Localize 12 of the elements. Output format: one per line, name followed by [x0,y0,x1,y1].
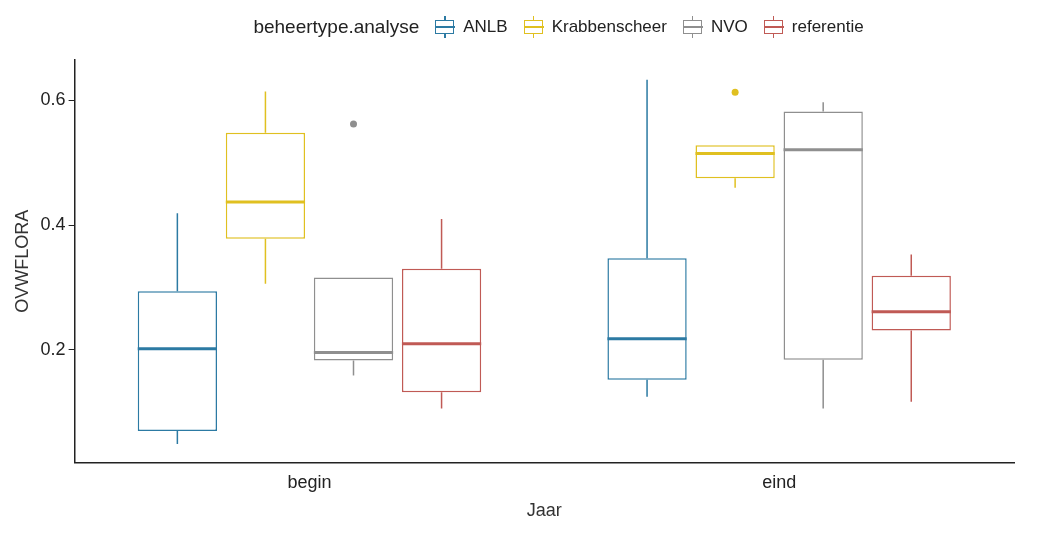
legend-label: ANLB [463,17,508,37]
legend-label: NVO [710,17,748,37]
legend-label: referentie [791,17,864,37]
y-tick-label: 0.4 [40,214,66,235]
y-axis-title: OVWFLORA [11,209,32,313]
x-tick-label: begin [287,471,332,492]
y-tick-label: 0.2 [40,338,66,359]
x-axis-title: Jaar [526,500,562,521]
legend-title: beheertype.analyse [253,16,420,38]
y-tick-label: 0.6 [40,89,66,110]
legend-label: Krabbenscheer [551,17,667,37]
x-tick-label: eind [762,471,797,492]
